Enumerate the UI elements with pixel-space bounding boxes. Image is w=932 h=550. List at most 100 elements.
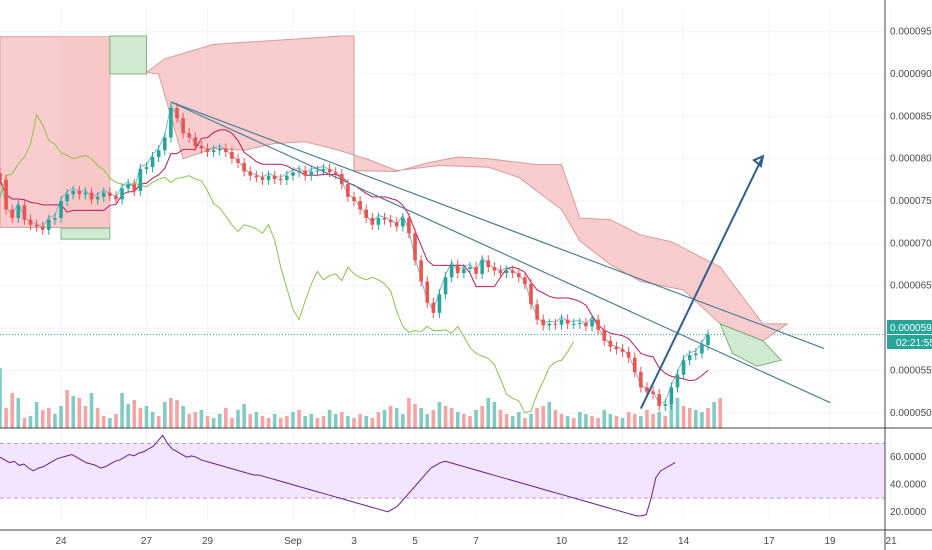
volume-bar xyxy=(388,406,393,428)
cloud-bull-late xyxy=(719,322,783,367)
volume-bar xyxy=(553,410,558,428)
candle-body xyxy=(114,195,118,200)
volume-bar xyxy=(254,412,259,428)
candle-body xyxy=(83,192,88,195)
x-tick-label: 12 xyxy=(617,536,629,547)
y-tick-label: 0.00007500 xyxy=(890,196,932,207)
volume-bar xyxy=(205,416,210,428)
volume-bar xyxy=(193,412,198,428)
candle-body xyxy=(565,319,570,324)
candle-body xyxy=(626,351,631,358)
volume-bar xyxy=(657,412,661,428)
candle-body xyxy=(382,218,387,220)
volume-bar xyxy=(89,393,94,428)
y-tick-label: 0.00008500 xyxy=(890,111,932,122)
volume-bar xyxy=(632,414,637,428)
candle-body xyxy=(486,260,491,268)
y-tick-label: 0.00007000 xyxy=(890,238,932,249)
x-tick-label: 7 xyxy=(473,536,479,547)
price-badges: 0.00005922 02:21:55 xyxy=(887,320,932,349)
volume-bar xyxy=(675,398,680,428)
current-price-badge xyxy=(887,320,932,334)
volume-bar xyxy=(706,408,710,428)
candle-body xyxy=(480,260,484,274)
candle-body xyxy=(407,218,411,234)
candle-body xyxy=(272,175,277,180)
x-tick-label: 19 xyxy=(825,536,837,547)
candle-body xyxy=(388,219,393,223)
volume-bar xyxy=(291,412,295,428)
volume-bar xyxy=(266,418,271,428)
x-tick-label: 24 xyxy=(55,536,67,547)
volume-bar xyxy=(535,408,539,428)
candle-body xyxy=(327,168,332,173)
candle-body xyxy=(169,107,173,138)
volume-bar xyxy=(150,412,155,428)
candle-body xyxy=(639,372,643,388)
projection-arrowhead xyxy=(752,154,765,169)
candle-body xyxy=(492,267,497,271)
volume-bar xyxy=(608,414,613,428)
candle-body xyxy=(370,218,375,225)
candle-body xyxy=(431,302,436,313)
volume-bar xyxy=(700,412,704,428)
candle-body xyxy=(181,118,185,134)
x-tick-label: 27 xyxy=(141,536,153,547)
candle-body xyxy=(309,171,314,176)
volume-bar xyxy=(101,416,106,428)
candle-body xyxy=(523,277,527,285)
volume-bar xyxy=(272,414,277,428)
volume-bar xyxy=(108,418,112,428)
volume-bar xyxy=(327,410,332,428)
rsi-band xyxy=(0,443,885,499)
candle-body xyxy=(254,175,259,178)
volume-bar xyxy=(321,416,326,428)
volume-bar xyxy=(358,414,362,428)
candle-body xyxy=(339,173,344,185)
volume-bar xyxy=(474,410,478,428)
candle-body xyxy=(700,345,704,354)
cloud-bear-main xyxy=(145,35,789,342)
volume-bar xyxy=(217,414,222,428)
volume-bar xyxy=(114,414,118,428)
candle-body xyxy=(10,209,15,218)
volume-bar xyxy=(376,412,381,428)
candle-body xyxy=(175,107,179,119)
ichimoku-cloud xyxy=(0,35,789,367)
volume-bar xyxy=(162,402,167,428)
candle-body xyxy=(89,192,94,200)
volume-bar xyxy=(16,398,21,428)
drawings[interactable] xyxy=(170,101,831,409)
x-tick-label: 14 xyxy=(678,536,690,547)
volume-bar xyxy=(498,410,503,428)
candle-body xyxy=(297,170,301,173)
countdown-label: 02:21:55 xyxy=(896,338,932,349)
volume-bar xyxy=(578,412,582,428)
volume-bar xyxy=(394,408,399,428)
volume-bar xyxy=(645,410,649,428)
volume-bar xyxy=(4,408,8,428)
volume-bar xyxy=(224,408,228,428)
candle-body xyxy=(101,192,106,197)
candle-body xyxy=(0,173,2,180)
volume-bar xyxy=(47,408,51,428)
y-tick-label: 0.00005500 xyxy=(890,365,932,376)
volume-bar xyxy=(181,406,185,428)
volume-bar xyxy=(382,410,387,428)
rsi-tick-label: 60.0000 xyxy=(890,452,927,463)
candle-body xyxy=(346,184,350,197)
candle-body xyxy=(669,387,674,405)
volume-bar xyxy=(602,410,607,428)
volume-bar xyxy=(278,418,283,428)
volume-bar xyxy=(346,416,350,428)
volume-bar xyxy=(71,396,76,428)
candle-body xyxy=(578,323,582,324)
volume-bar xyxy=(419,408,423,428)
candle-body xyxy=(376,218,381,225)
volume-bar xyxy=(10,393,15,428)
volume-bar xyxy=(449,408,454,428)
cloud-bull-mid xyxy=(109,35,147,75)
volume-bar xyxy=(199,410,204,428)
volume-bar xyxy=(370,418,375,428)
